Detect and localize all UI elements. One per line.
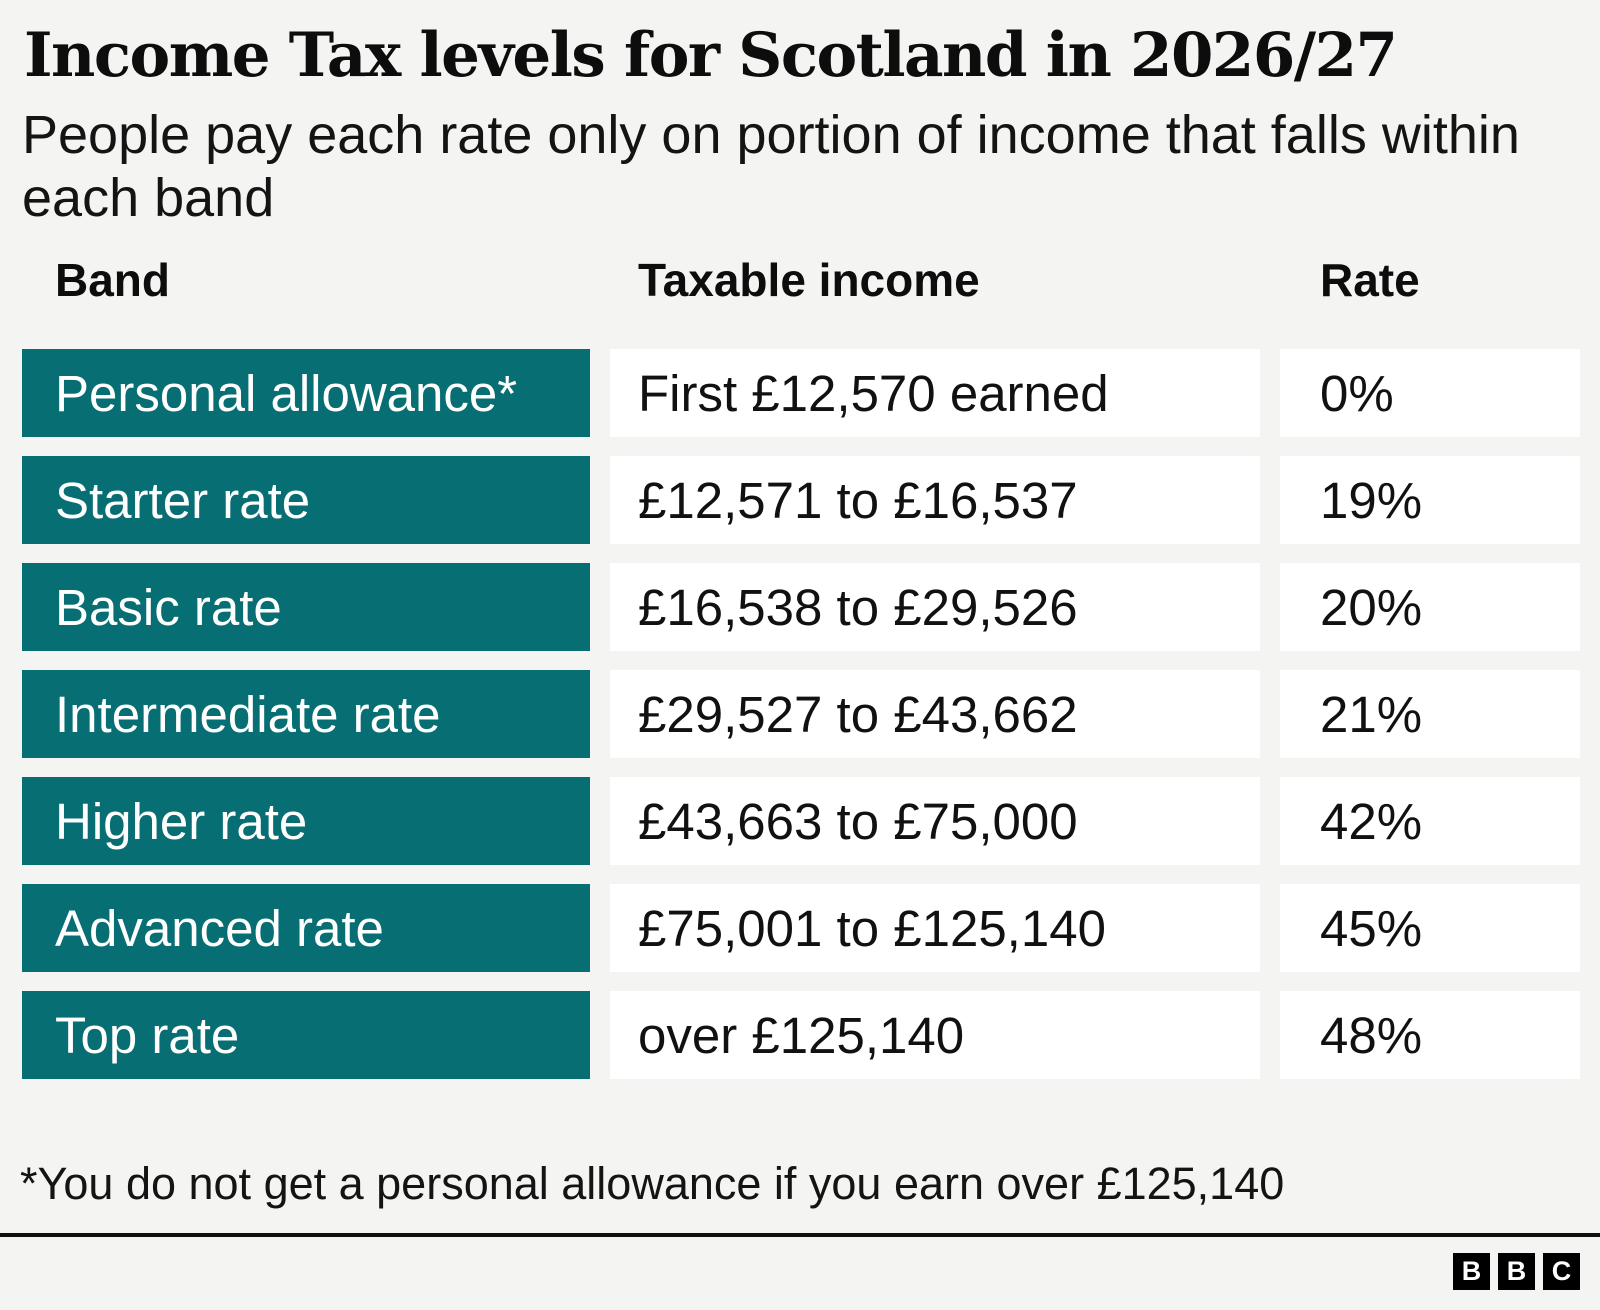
table-row: Advanced rate £75,001 to £125,140 45% — [22, 884, 1580, 972]
income-cell: £75,001 to £125,140 — [610, 884, 1260, 972]
table-row: Intermediate rate £29,527 to £43,662 21% — [22, 670, 1580, 758]
band-cell: Higher rate — [22, 777, 590, 865]
income-cell: £29,527 to £43,662 — [610, 670, 1260, 758]
page-title: Income Tax levels for Scotland in 2026/2… — [24, 20, 1398, 91]
band-cell: Advanced rate — [22, 884, 590, 972]
band-cell: Intermediate rate — [22, 670, 590, 758]
income-cell: over £125,140 — [610, 991, 1260, 1079]
table-row: Basic rate £16,538 to £29,526 20% — [22, 563, 1580, 651]
rate-cell: 20% — [1280, 563, 1580, 651]
income-cell: First £12,570 earned — [610, 349, 1260, 437]
table-row: Personal allowance* First £12,570 earned… — [22, 349, 1580, 437]
column-header-taxable-income: Taxable income — [638, 254, 980, 306]
bbc-logo: B B C — [1453, 1253, 1580, 1290]
bbc-logo-square: C — [1543, 1253, 1580, 1290]
divider-line — [0, 1233, 1600, 1237]
income-cell: £16,538 to £29,526 — [610, 563, 1260, 651]
column-header-rate: Rate — [1320, 254, 1420, 306]
band-cell: Basic rate — [22, 563, 590, 651]
band-cell: Top rate — [22, 991, 590, 1079]
rate-cell: 21% — [1280, 670, 1580, 758]
income-cell: £43,663 to £75,000 — [610, 777, 1260, 865]
page-subtitle: People pay each rate only on portion of … — [22, 105, 1520, 228]
rate-cell: 48% — [1280, 991, 1580, 1079]
tax-band-table: Personal allowance* First £12,570 earned… — [22, 349, 1580, 1098]
table-row: Starter rate £12,571 to £16,537 19% — [22, 456, 1580, 544]
rate-cell: 42% — [1280, 777, 1580, 865]
income-cell: £12,571 to £16,537 — [610, 456, 1260, 544]
table-row: Top rate over £125,140 48% — [22, 991, 1580, 1079]
rate-cell: 0% — [1280, 349, 1580, 437]
bbc-logo-square: B — [1498, 1253, 1535, 1290]
bbc-logo-square: B — [1453, 1253, 1490, 1290]
table-row: Higher rate £43,663 to £75,000 42% — [22, 777, 1580, 865]
column-header-band: Band — [55, 254, 170, 306]
band-cell: Starter rate — [22, 456, 590, 544]
band-cell: Personal allowance* — [22, 349, 590, 437]
footnote: *You do not get a personal allowance if … — [20, 1158, 1285, 1209]
rate-cell: 45% — [1280, 884, 1580, 972]
rate-cell: 19% — [1280, 456, 1580, 544]
